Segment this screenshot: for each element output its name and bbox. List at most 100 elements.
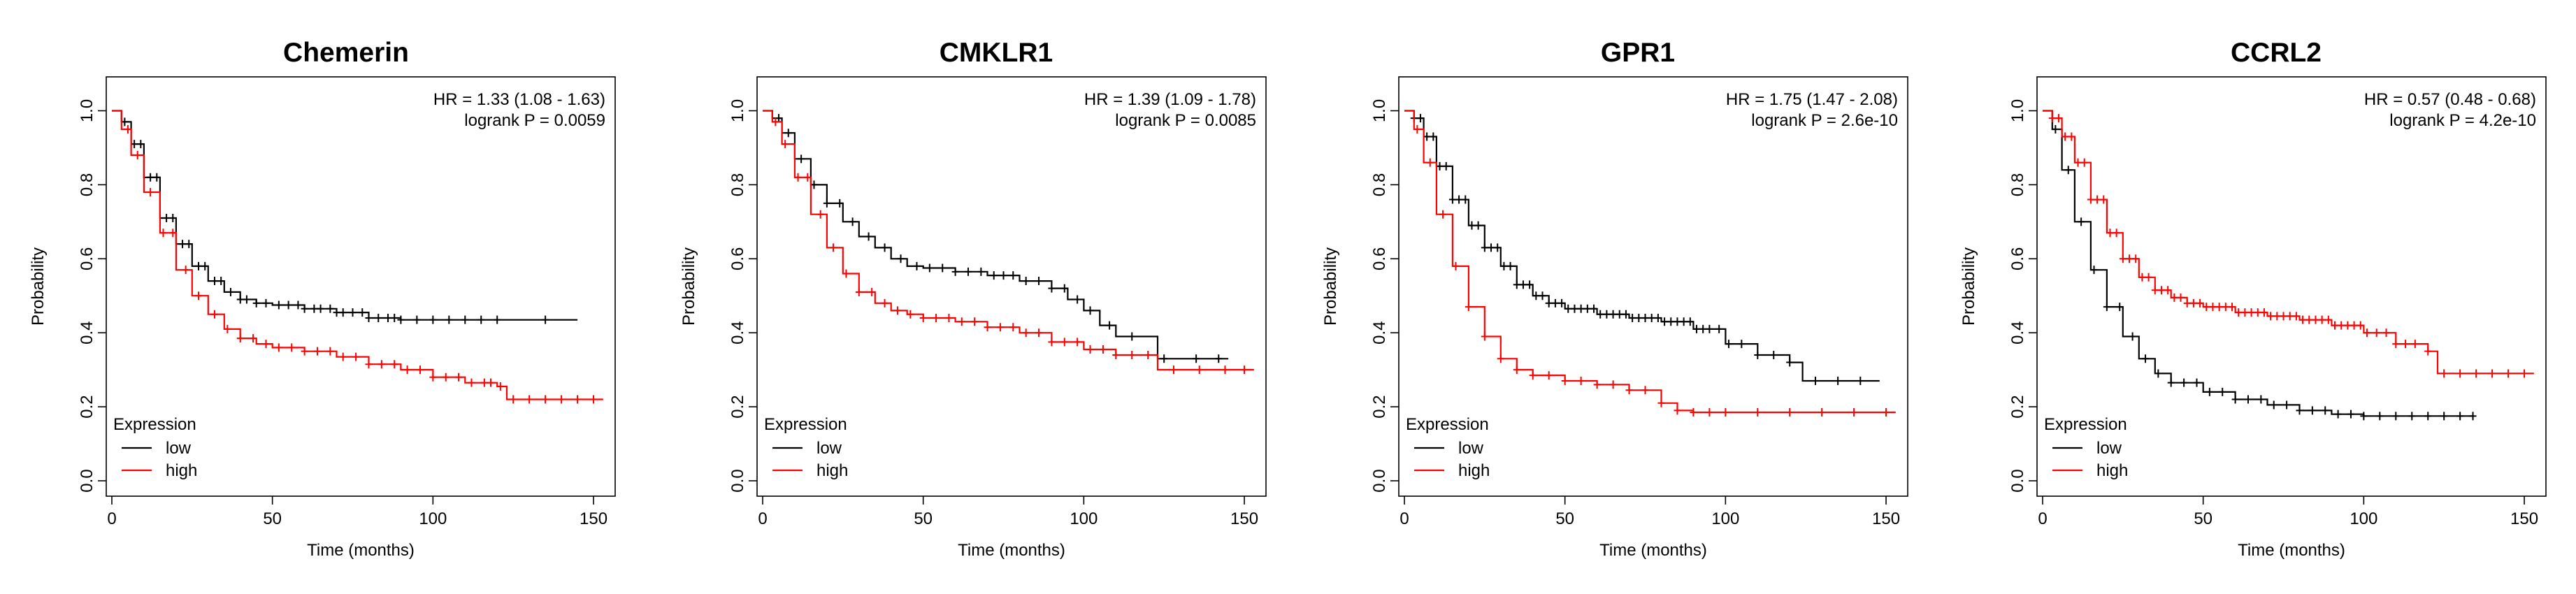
censor-mark [1513,280,1520,289]
y-axis-label: Probability [679,247,698,326]
censor-mark [159,229,167,238]
censor-mark [169,214,177,223]
censor-mark [2087,195,2094,204]
survival-curve-high [112,110,603,400]
censor-mark [2164,286,2172,295]
censor-mark [1193,354,1200,363]
censor-mark [1413,124,1421,133]
hazard-ratio-text: HR = 1.75 (1.47 - 2.08) [1726,90,1898,109]
x-tick-label: 150 [2510,509,2538,528]
censor-mark [951,267,959,276]
y-tick-label: 0.4 [1370,321,1389,345]
censor-mark [416,365,424,375]
censor-mark [1564,304,1572,313]
plot-frame [756,76,1267,497]
survival-curve-high [2043,110,2534,375]
censor-mark [1545,371,1553,380]
logrank-p-text: logrank P = 4.2e-10 [2389,111,2536,130]
censor-mark [1494,243,1502,252]
censor-mark [134,151,141,160]
y-tick-label: 0.0 [1370,469,1389,492]
censor-mark [2270,400,2278,410]
censor-mark [2424,347,2432,356]
censor-mark [1423,132,1431,141]
km-panel-1: CMKLR1 0 50 100 150 0.0 0.2 0.4 0.6 0.8 1.0 Time (m… [679,38,1267,560]
legend-title: Expression [2044,415,2127,434]
censor-mark [236,295,244,304]
censor-mark [377,360,385,369]
censor-mark [775,114,782,123]
y-tick-label: 1.0 [1370,99,1389,122]
censor-mark [210,277,218,286]
censor-mark [996,323,1004,332]
censor-mark [1241,365,1249,375]
legend-label-high: high [2096,461,2128,480]
censor-mark [849,217,856,226]
x-axis-label: Time (months) [2238,541,2345,560]
censor-mark [2322,406,2329,415]
censor-mark [1009,323,1017,332]
x-tick-label: 100 [419,509,447,528]
censor-mark [1506,261,1514,270]
censor-mark [984,323,991,332]
km-panel-0: Chemerin 0 50 100 150 0.0 0.2 0.4 0.6 0.8 1.0 Time … [29,38,616,560]
censor-mark [445,315,453,324]
censor-mark [1680,317,1688,326]
survival-curve-low [112,110,578,321]
censor-mark [2141,354,2149,363]
legend-title: Expression [764,415,847,434]
censor-mark [487,378,495,387]
censor-mark [375,314,382,323]
x-tick-label: 150 [580,509,607,528]
censor-mark [1128,350,1136,359]
panel-title: Chemerin [283,38,409,68]
censor-mark [1857,377,1864,386]
censor-mark [1035,277,1043,286]
censor-mark [262,298,270,307]
censor-mark [2064,166,2072,175]
censor-mark [1690,408,1697,417]
censor-mark [429,372,437,382]
survival-curve-low [763,110,1229,360]
censor-mark [798,154,805,164]
censor-mark [496,382,504,391]
legend-title: Expression [113,415,196,434]
censor-mark [384,314,392,323]
censor-mark [2061,132,2069,141]
censor-mark [2129,332,2136,341]
plot-frame [106,76,616,497]
censor-mark [243,295,250,304]
censor-mark [977,267,985,276]
series-low [2043,110,2477,421]
censor-mark [810,180,818,189]
censor-mark [2356,321,2364,330]
censor-mark [574,395,582,404]
censor-mark [1195,365,1203,375]
censor-mark [2154,369,2162,378]
censor-mark [836,198,844,208]
survival-curve-low [2043,110,2473,417]
censor-mark [2177,293,2185,302]
censor-mark [455,372,463,382]
censor-mark [1590,304,1598,313]
censor-mark [1883,408,1890,417]
censor-mark [1754,408,1762,417]
censor-mark [1583,304,1591,313]
censor-mark [939,263,947,273]
y-tick-label: 0.8 [1370,173,1389,196]
censor-mark [2103,303,2110,312]
censor-mark [2257,395,2265,404]
censor-mark [1603,310,1611,319]
censor-mark [897,254,905,263]
censor-mark [865,232,872,241]
censor-mark [1818,408,1826,417]
censor-mark [1452,261,1460,270]
censor-mark [2411,340,2419,349]
censor-mark [1144,350,1152,359]
censor-mark [1462,195,1469,204]
censor-mark [1488,243,1495,252]
censor-mark [2048,114,2056,123]
censor-mark [2183,298,2191,307]
y-tick-label: 0.6 [728,247,747,270]
censor-mark [169,229,177,238]
